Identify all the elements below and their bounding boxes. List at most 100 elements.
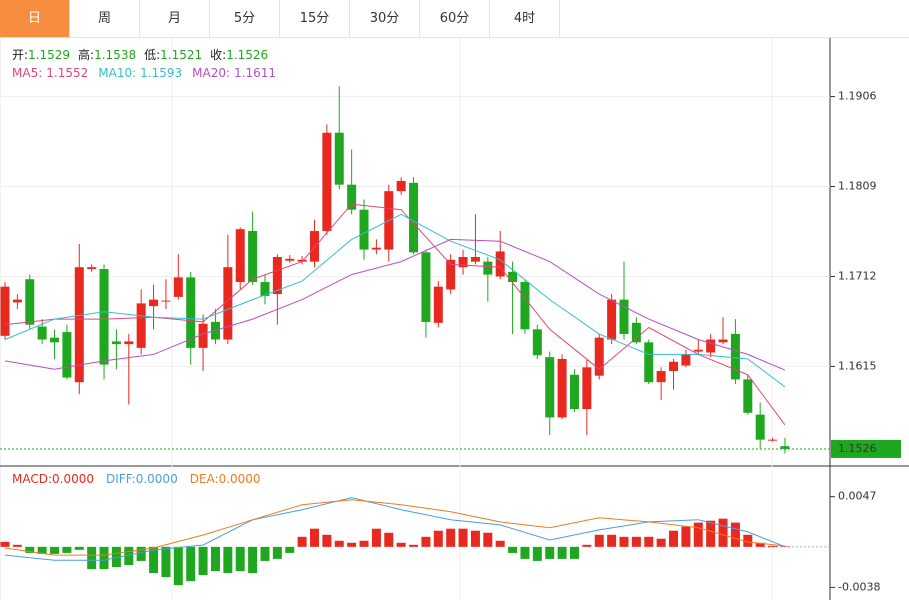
y-tick-label: 1.1809: [838, 180, 877, 193]
macd-bar: [483, 532, 493, 547]
macd-bar: [545, 546, 555, 559]
indicator-line: [4, 238, 786, 371]
candle-body: [285, 258, 295, 261]
candle-body: [260, 282, 270, 296]
macd-bar: [520, 546, 530, 559]
y-tick-label: 1.1906: [838, 90, 877, 103]
period-tab[interactable]: 15分: [280, 0, 350, 37]
macd-bar: [557, 546, 567, 559]
candle-body: [248, 231, 258, 283]
candle-body: [62, 332, 72, 378]
macd-bar: [669, 530, 679, 547]
period-tab[interactable]: 30分: [350, 0, 420, 37]
candle-body: [768, 439, 778, 441]
candle-body: [520, 282, 530, 330]
period-tab[interactable]: 4时: [490, 0, 560, 37]
candle-body: [607, 299, 617, 340]
macd-bar: [768, 545, 778, 547]
candle-body: [545, 357, 555, 418]
macd-bar: [371, 528, 381, 547]
candle-body: [409, 182, 419, 253]
macd-bar: [111, 546, 121, 568]
macd-bar: [173, 546, 183, 586]
candle-body: [124, 341, 134, 345]
legend-value: 1.1529: [28, 48, 70, 62]
candle-body: [347, 184, 357, 210]
macd-bar: [136, 546, 146, 561]
y-tick-label: -0.0038: [838, 580, 880, 593]
candle-body: [569, 374, 579, 410]
legend-item: DEA:0.0000: [190, 472, 261, 486]
macd-bar: [272, 546, 282, 559]
macd-bar: [124, 546, 134, 565]
macd-bar: [396, 542, 406, 547]
macd-bar: [99, 546, 109, 570]
candle-body: [310, 231, 319, 262]
candle-body: [421, 252, 431, 322]
indicator-line: [4, 203, 786, 426]
candle-body: [297, 259, 307, 262]
macd-bar: [74, 546, 84, 550]
indicator-line: [4, 499, 785, 556]
last-price-label: 1.1526: [838, 442, 877, 455]
period-tab[interactable]: 月: [140, 0, 210, 37]
candle-body: [495, 251, 505, 277]
period-tab[interactable]: 60分: [420, 0, 490, 37]
macd-bar: [495, 540, 505, 547]
candle-body: [198, 323, 208, 348]
candle-body: [74, 267, 84, 383]
macd-bar: [310, 528, 319, 547]
macd-bar: [569, 546, 579, 559]
candle-body: [557, 358, 567, 418]
macd-bar: [260, 546, 270, 561]
candle-body: [87, 267, 97, 270]
candle-body: [111, 341, 121, 345]
candle-body: [594, 337, 604, 376]
candle-body: [669, 361, 679, 372]
macd-bar: [532, 546, 542, 561]
candle-body: [272, 256, 282, 295]
period-tab[interactable]: 周: [70, 0, 140, 37]
candle-body: [693, 349, 703, 352]
candle-body: [755, 414, 765, 440]
macd-legend: MACD:0.0000 DIFF:0.0000 DEA:0.0000: [12, 472, 261, 486]
macd-bar: [223, 546, 233, 573]
indicator-line: [4, 213, 786, 388]
y-tick-label: 1.1615: [838, 359, 877, 372]
candle-body: [458, 256, 468, 268]
candle-body: [730, 333, 740, 380]
candle-body: [37, 326, 47, 340]
candle-body: [780, 446, 790, 449]
candle-body: [706, 339, 716, 353]
candle-body: [532, 329, 542, 356]
period-tabs: 日周月 5分 15分 30分 60分 4时: [0, 0, 909, 38]
macd-bar: [37, 546, 47, 554]
candle-body: [433, 286, 443, 323]
period-tab[interactable]: 5分: [210, 0, 280, 37]
macd-bar: [446, 528, 456, 547]
macd-bar: [693, 522, 703, 547]
candle-body: [161, 300, 171, 302]
macd-bar: [718, 518, 728, 547]
indicator-line: [4, 497, 786, 561]
macd-bar: [508, 546, 518, 553]
candle-body: [656, 371, 666, 383]
candle-body: [235, 229, 245, 283]
macd-bar: [656, 538, 666, 547]
macd-bar: [706, 520, 716, 547]
legend-value: 1.1611: [234, 66, 276, 80]
candle-body: [359, 209, 369, 250]
candle-body: [322, 132, 332, 232]
macd-bar: [161, 546, 171, 578]
macd-bar: [210, 546, 220, 572]
macd-bar: [755, 542, 765, 547]
ohlc-legend: 开:1.1529 高:1.1538 低:1.1521 收:1.1526: [12, 47, 268, 62]
legend-label: 低:: [144, 48, 160, 62]
legend-value: 1.1593: [140, 66, 182, 80]
candle-body: [483, 261, 493, 275]
ma-legend: MA5: 1.1552 MA10: 1.1593 MA20: 1.1611: [12, 66, 276, 80]
layout: [0, 38, 909, 600]
candle-body: [718, 339, 728, 343]
macd-bar: [12, 544, 22, 547]
period-tab[interactable]: 日: [0, 0, 70, 37]
